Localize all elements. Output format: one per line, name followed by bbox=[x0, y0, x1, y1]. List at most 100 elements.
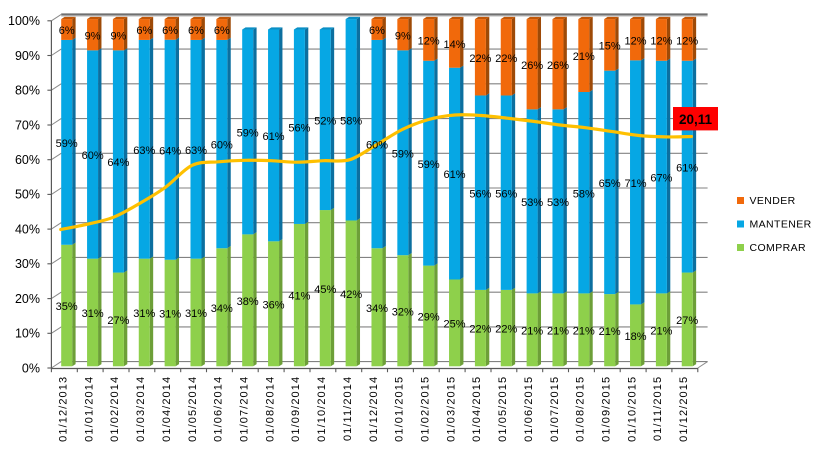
svg-text:01/07/2014: 01/07/2014 bbox=[239, 376, 251, 442]
svg-text:56%: 56% bbox=[495, 188, 517, 200]
svg-text:6%: 6% bbox=[136, 25, 152, 37]
svg-text:38%: 38% bbox=[237, 296, 259, 308]
svg-text:12%: 12% bbox=[676, 36, 698, 48]
svg-text:18%: 18% bbox=[624, 331, 646, 343]
svg-text:65%: 65% bbox=[599, 178, 621, 190]
svg-text:01/04/2014: 01/04/2014 bbox=[161, 376, 173, 442]
svg-text:58%: 58% bbox=[340, 115, 362, 127]
svg-text:56%: 56% bbox=[469, 188, 491, 200]
svg-text:90%: 90% bbox=[15, 49, 40, 63]
svg-text:01/08/2015: 01/08/2015 bbox=[575, 376, 587, 442]
svg-text:45%: 45% bbox=[314, 284, 336, 296]
svg-text:42%: 42% bbox=[340, 289, 362, 301]
svg-text:64%: 64% bbox=[107, 157, 129, 169]
svg-text:01/05/2015: 01/05/2015 bbox=[497, 376, 509, 442]
svg-text:01/02/2014: 01/02/2014 bbox=[109, 376, 121, 442]
svg-text:6%: 6% bbox=[214, 25, 230, 37]
svg-text:9%: 9% bbox=[85, 30, 101, 42]
svg-text:59%: 59% bbox=[392, 148, 414, 160]
svg-text:01/09/2015: 01/09/2015 bbox=[601, 376, 613, 442]
svg-text:34%: 34% bbox=[211, 303, 233, 315]
svg-text:27%: 27% bbox=[107, 315, 129, 327]
svg-text:63%: 63% bbox=[185, 145, 207, 157]
svg-text:01/03/2014: 01/03/2014 bbox=[135, 376, 147, 442]
svg-text:01/02/2015: 01/02/2015 bbox=[420, 376, 432, 442]
svg-text:6%: 6% bbox=[59, 25, 75, 37]
svg-text:01/12/2014: 01/12/2014 bbox=[368, 376, 380, 442]
svg-text:01/03/2015: 01/03/2015 bbox=[445, 376, 457, 442]
svg-text:56%: 56% bbox=[288, 122, 310, 134]
svg-text:67%: 67% bbox=[650, 173, 672, 185]
svg-text:01/11/2015: 01/11/2015 bbox=[652, 376, 664, 441]
svg-text:15%: 15% bbox=[599, 41, 621, 53]
svg-text:61%: 61% bbox=[676, 162, 698, 174]
svg-text:01/07/2015: 01/07/2015 bbox=[549, 376, 561, 442]
svg-text:01/08/2014: 01/08/2014 bbox=[264, 376, 276, 442]
svg-text:53%: 53% bbox=[547, 197, 569, 209]
svg-text:70%: 70% bbox=[15, 118, 40, 132]
svg-text:50%: 50% bbox=[15, 188, 40, 202]
svg-text:25%: 25% bbox=[443, 319, 465, 331]
svg-text:60%: 60% bbox=[366, 140, 388, 152]
svg-text:29%: 29% bbox=[418, 312, 440, 324]
svg-text:22%: 22% bbox=[495, 324, 517, 336]
svg-text:27%: 27% bbox=[676, 315, 698, 327]
svg-text:61%: 61% bbox=[262, 131, 284, 143]
svg-text:01/04/2015: 01/04/2015 bbox=[471, 376, 483, 442]
svg-text:32%: 32% bbox=[392, 306, 414, 318]
svg-text:01/06/2015: 01/06/2015 bbox=[523, 376, 535, 442]
svg-text:01/06/2014: 01/06/2014 bbox=[213, 376, 225, 442]
svg-text:60%: 60% bbox=[82, 150, 104, 162]
svg-text:30%: 30% bbox=[15, 257, 40, 271]
svg-text:10%: 10% bbox=[15, 327, 40, 341]
svg-text:0%: 0% bbox=[22, 361, 40, 375]
svg-text:21%: 21% bbox=[573, 325, 595, 337]
svg-text:14%: 14% bbox=[443, 39, 465, 51]
svg-text:34%: 34% bbox=[366, 303, 388, 315]
svg-text:59%: 59% bbox=[237, 128, 259, 140]
svg-text:100%: 100% bbox=[8, 14, 40, 28]
svg-text:52%: 52% bbox=[314, 115, 336, 127]
svg-text:MANTENER: MANTENER bbox=[750, 219, 812, 231]
svg-text:40%: 40% bbox=[15, 222, 40, 236]
svg-text:59%: 59% bbox=[56, 138, 78, 150]
svg-text:01/09/2014: 01/09/2014 bbox=[290, 376, 302, 442]
svg-text:01/12/2013: 01/12/2013 bbox=[58, 376, 70, 442]
svg-text:21%: 21% bbox=[547, 325, 569, 337]
svg-text:20,11: 20,11 bbox=[679, 112, 713, 127]
svg-text:01/12/2015: 01/12/2015 bbox=[678, 376, 690, 442]
svg-text:6%: 6% bbox=[162, 25, 178, 37]
svg-text:01/01/2014: 01/01/2014 bbox=[83, 376, 95, 442]
svg-text:36%: 36% bbox=[262, 299, 284, 311]
svg-text:6%: 6% bbox=[188, 25, 204, 37]
svg-text:9%: 9% bbox=[395, 30, 411, 42]
svg-text:COMPRAR: COMPRAR bbox=[750, 242, 806, 254]
svg-text:VENDER: VENDER bbox=[750, 195, 796, 207]
svg-text:12%: 12% bbox=[624, 35, 646, 47]
svg-text:22%: 22% bbox=[469, 324, 491, 336]
svg-text:59%: 59% bbox=[418, 159, 440, 171]
svg-text:01/05/2014: 01/05/2014 bbox=[187, 376, 199, 442]
svg-text:60%: 60% bbox=[211, 140, 233, 152]
svg-text:41%: 41% bbox=[288, 291, 310, 303]
svg-text:22%: 22% bbox=[469, 53, 491, 65]
svg-text:35%: 35% bbox=[56, 301, 78, 313]
svg-text:01/10/2014: 01/10/2014 bbox=[316, 376, 328, 442]
svg-text:01/01/2015: 01/01/2015 bbox=[394, 376, 406, 442]
svg-text:21%: 21% bbox=[573, 51, 595, 63]
svg-text:60%: 60% bbox=[15, 153, 40, 167]
svg-text:12%: 12% bbox=[650, 36, 672, 48]
svg-text:63%: 63% bbox=[133, 145, 155, 157]
svg-text:31%: 31% bbox=[133, 308, 155, 320]
svg-text:26%: 26% bbox=[521, 60, 543, 72]
svg-text:9%: 9% bbox=[110, 30, 126, 42]
svg-text:61%: 61% bbox=[443, 169, 465, 181]
svg-text:21%: 21% bbox=[521, 325, 543, 337]
svg-text:31%: 31% bbox=[159, 309, 181, 321]
svg-text:21%: 21% bbox=[599, 326, 621, 338]
svg-text:26%: 26% bbox=[547, 60, 569, 72]
svg-text:6%: 6% bbox=[369, 25, 385, 37]
svg-text:64%: 64% bbox=[159, 145, 181, 157]
svg-text:53%: 53% bbox=[521, 197, 543, 209]
svg-text:01/10/2015: 01/10/2015 bbox=[626, 376, 638, 442]
